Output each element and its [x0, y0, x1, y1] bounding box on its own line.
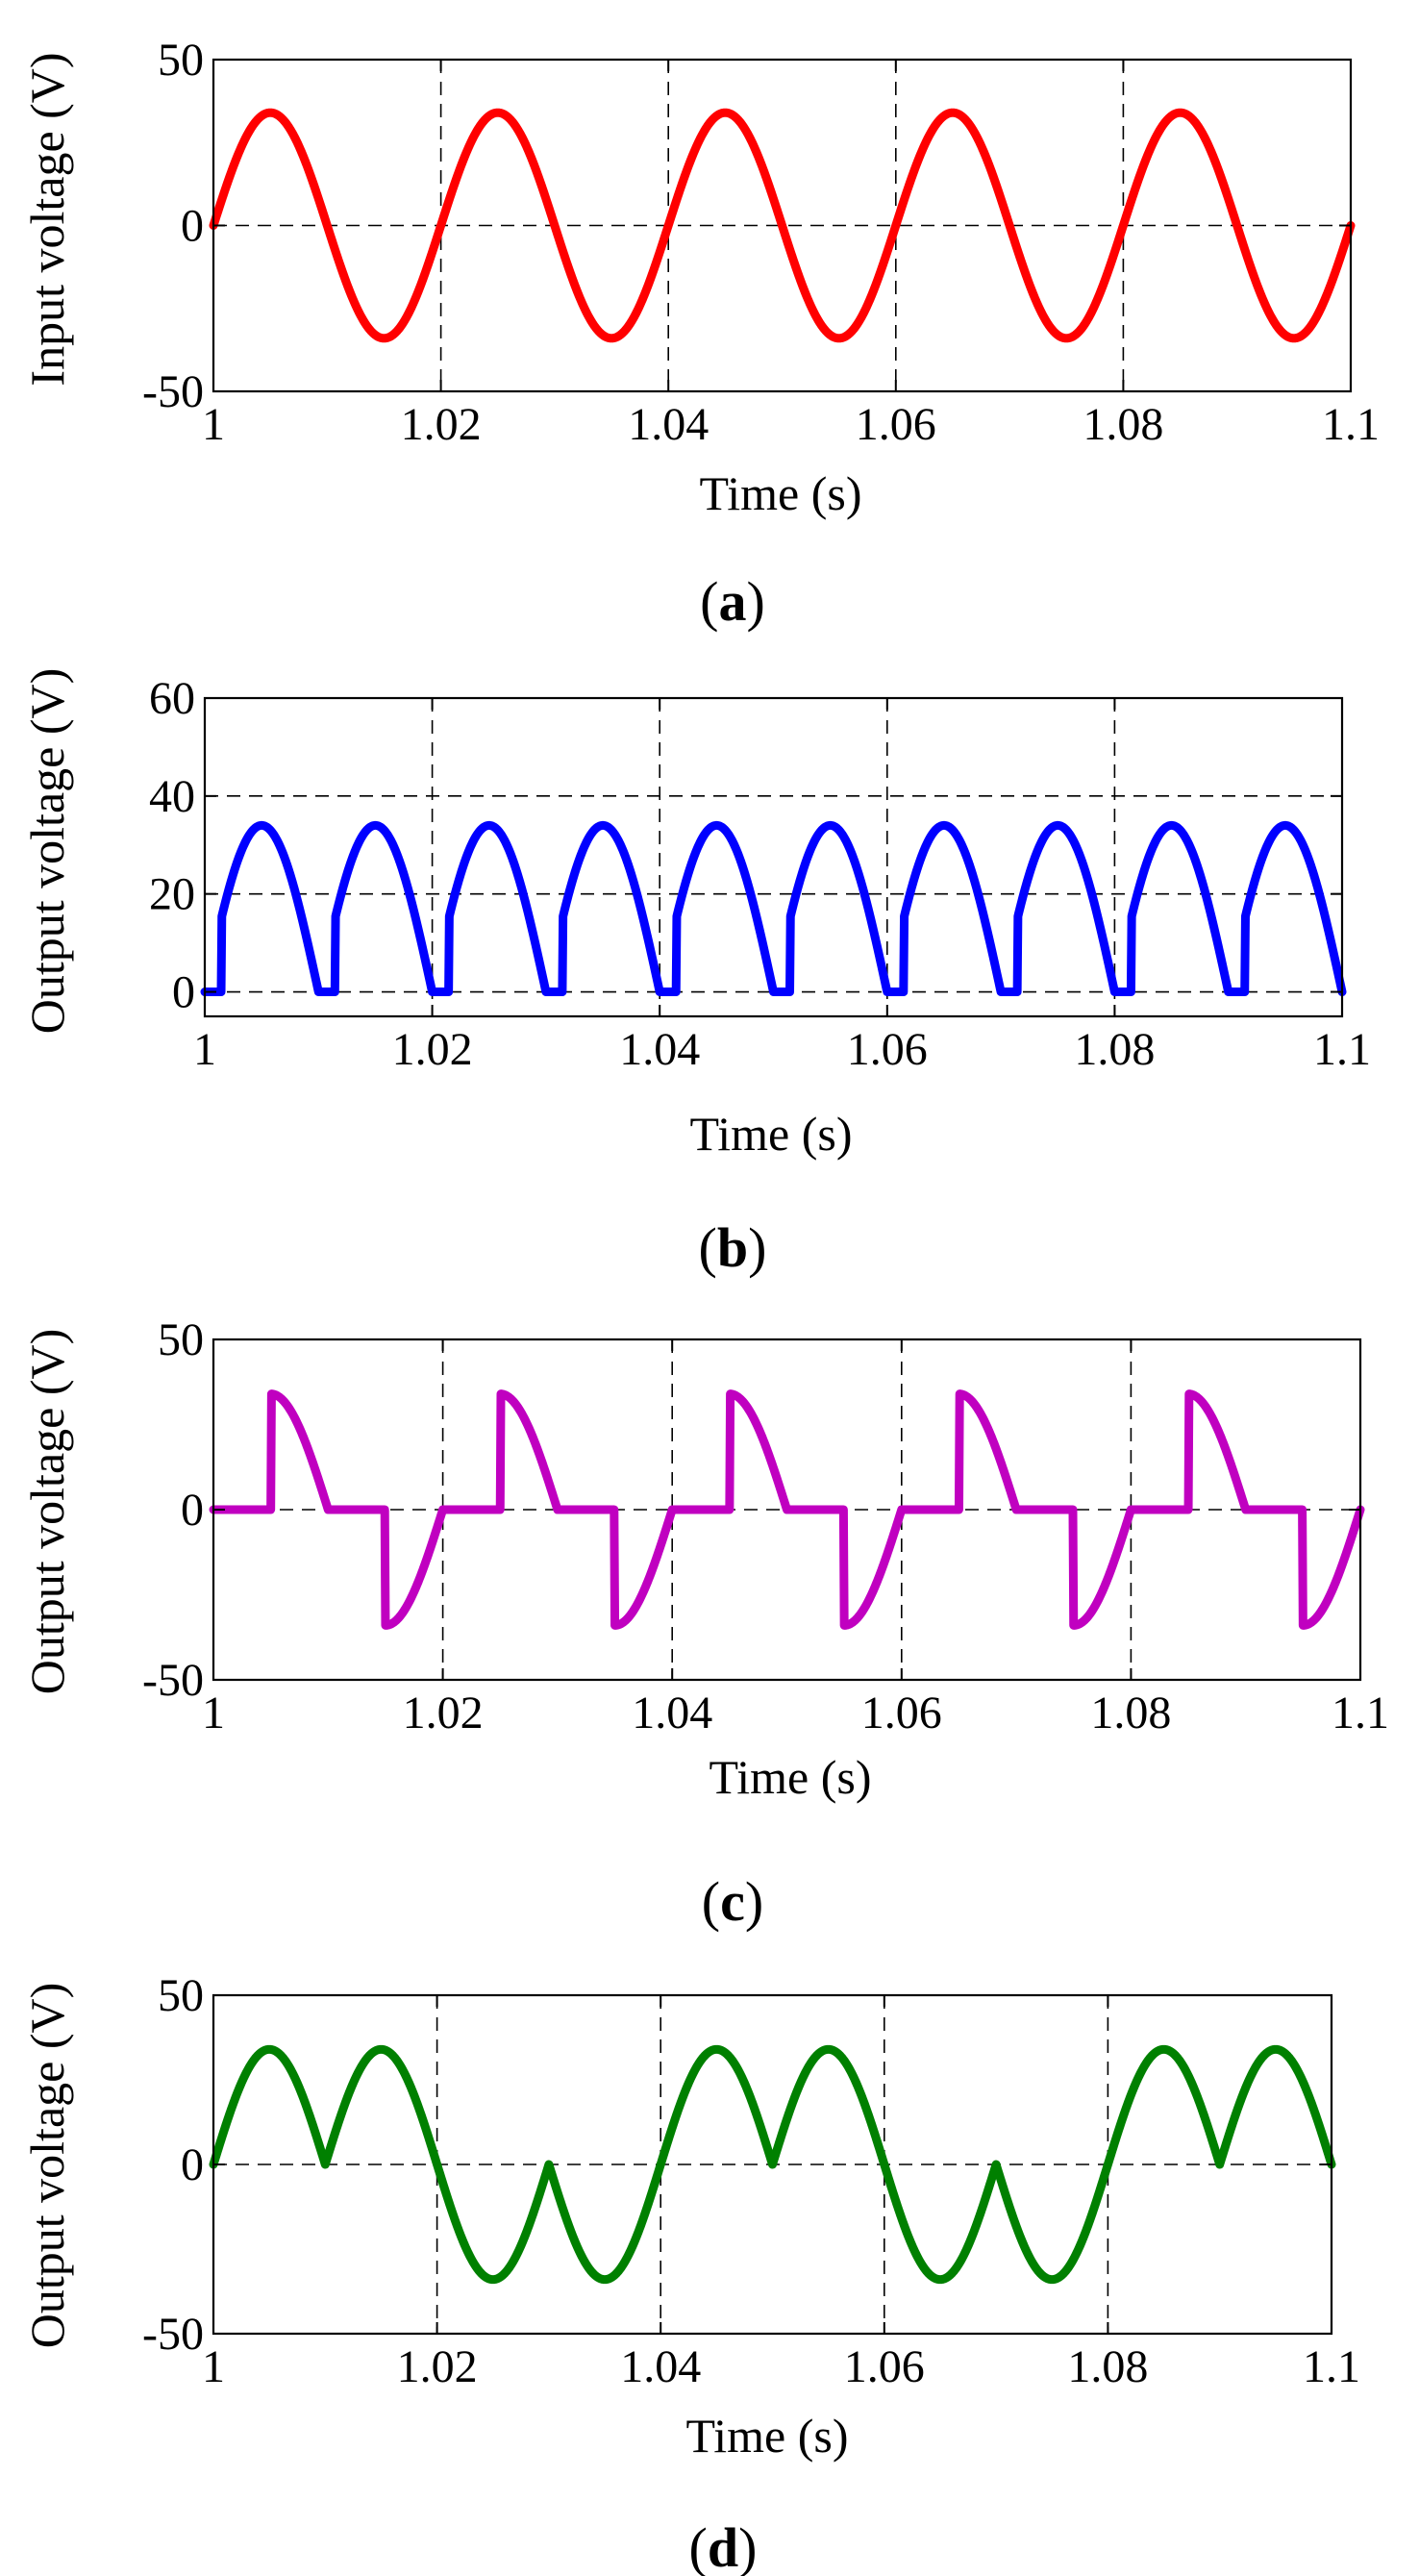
y-axis-label: Output voltage (V) [20, 1983, 74, 2348]
x-tick-label: 1.06 [844, 2341, 925, 2392]
y-axis-label: Output voltage (V) [20, 668, 74, 1034]
x-tick-label: 1.06 [861, 1688, 942, 1738]
y-tick-label: -50 [142, 2309, 204, 2360]
panel-caption: (a) [700, 570, 765, 633]
x-tick-label: 1 [193, 1024, 216, 1075]
x-axis-label: Time (s) [689, 1107, 852, 1161]
y-tick-label: 40 [149, 771, 195, 822]
x-tick-label: 1.08 [1083, 399, 1163, 450]
x-tick-label: 1.1 [1322, 399, 1380, 450]
y-tick-label: 0 [172, 967, 195, 1018]
y-tick-label: 20 [149, 869, 195, 920]
chart-a: 1 1.02 1.04 1.06 1.08 1.1 -50 0 50 [142, 35, 1380, 450]
plot-area [205, 698, 1342, 1016]
y-axis-label: Input voltage (V) [20, 52, 74, 386]
y-tick-label: 60 [149, 673, 195, 724]
panel-caption: (b) [699, 1216, 767, 1279]
y-tick-label: 50 [158, 1970, 204, 2021]
x-tick-label: 1 [202, 1688, 225, 1738]
panel-caption: (c) [702, 1870, 763, 1933]
y-tick-label: 50 [158, 1314, 204, 1365]
x-tick-label: 1 [202, 399, 225, 450]
plot-frame [203, 696, 1344, 1018]
series-line [209, 1389, 1365, 1630]
x-axis-label: Time (s) [699, 466, 861, 520]
x-axis-label: Time (s) [685, 2409, 848, 2463]
x-tick-label: 1.02 [392, 1024, 473, 1075]
series-line [200, 820, 1347, 997]
panel-a: Input voltage (V) Time (s) (a) [20, 52, 862, 633]
x-tick-label: 1.04 [620, 2341, 701, 2392]
x-tick-label: 1 [202, 2341, 225, 2392]
series-line [209, 2044, 1336, 2285]
x-tick-label: 1.04 [619, 1024, 700, 1075]
panel-caption-letter: d [708, 2516, 738, 2576]
y-tick-label: -50 [142, 366, 204, 417]
y-tick-label: 0 [181, 201, 204, 252]
x-axis-label: Time (s) [709, 1750, 871, 1804]
x-tick-label: 1.02 [397, 2341, 478, 2392]
y-tick-label: -50 [142, 1655, 204, 1706]
chart-c: 1 1.02 1.04 1.06 1.08 1.1 -50 0 50 [142, 1314, 1389, 1738]
chart-b: 1 1.02 1.04 1.06 1.08 1.1 0 20 40 60 [149, 673, 1371, 1075]
x-tick-label: 1.04 [628, 399, 709, 450]
x-tick-label: 1.1 [1332, 1688, 1389, 1738]
series-line [209, 108, 1356, 343]
x-tick-label: 1.02 [401, 399, 482, 450]
x-tick-label: 1.1 [1303, 2341, 1360, 2392]
panel-caption: (d) [689, 2516, 758, 2576]
y-tick-label: 0 [181, 2139, 204, 2190]
panel-c: Output voltage (V) Time (s) (c) [20, 1329, 872, 1933]
x-tick-label: 1.06 [856, 399, 936, 450]
x-tick-label: 1.1 [1313, 1024, 1371, 1075]
x-tick-label: 1.04 [632, 1688, 712, 1738]
panel-caption-letter: b [717, 1216, 748, 1279]
x-tick-label: 1.08 [1074, 1024, 1155, 1075]
x-tick-label: 1.08 [1090, 1688, 1171, 1738]
y-tick-label: 0 [181, 1485, 204, 1536]
panel-d: Output voltage (V) Time (s) (d) [20, 1983, 849, 2576]
y-axis-label: Output voltage (V) [20, 1329, 74, 1694]
panel-b: Output voltage (V) Time (s) (b) [20, 668, 853, 1279]
x-tick-label: 1.08 [1067, 2341, 1148, 2392]
panel-caption-letter: a [719, 570, 747, 633]
x-tick-label: 1.02 [403, 1688, 484, 1738]
x-tick-label: 1.06 [847, 1024, 928, 1075]
panel-caption-letter: c [720, 1870, 745, 1933]
y-tick-label: 50 [158, 35, 204, 86]
chart-d: 1 1.02 1.04 1.06 1.08 1.1 -50 0 50 [142, 1970, 1360, 2392]
